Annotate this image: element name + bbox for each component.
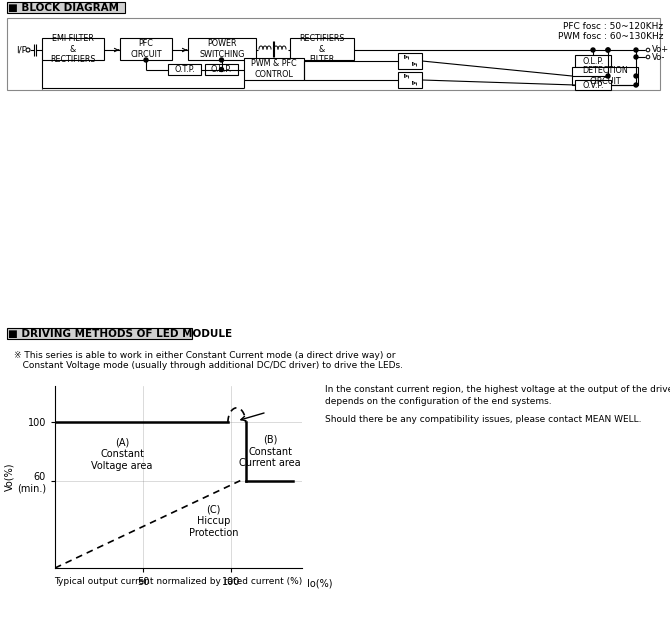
Text: (B)
Constant
Current area: (B) Constant Current area [239,435,301,468]
Text: (C)
Hiccup
Protection: (C) Hiccup Protection [189,505,239,538]
Bar [188,38,256,60]
Bar [42,38,104,60]
Bar [398,72,422,88]
Text: In the constant current region, the highest voltage at the output of the driver: In the constant current region, the high… [325,385,670,394]
Text: (A)
Constant
Voltage area: (A) Constant Voltage area [91,438,153,471]
Bar [120,38,172,60]
Text: Vo+: Vo+ [652,46,669,54]
Text: POWER
SWITCHING: POWER SWITCHING [199,40,245,59]
Text: ※ This series is able to work in either Constant Current mode (a direct drive wa: ※ This series is able to work in either … [14,352,395,360]
Bar [575,80,611,90]
Text: RECTIFIERS
&
FILTER: RECTIFIERS & FILTER [299,34,345,64]
Circle shape [606,48,610,52]
Bar [7,2,125,13]
Circle shape [26,48,30,52]
Circle shape [634,55,638,59]
Text: depends on the configuration of the end systems.: depends on the configuration of the end … [325,397,551,406]
Text: Vo-: Vo- [652,53,665,62]
Text: Should there be any compatibility issues, please contact MEAN WELL.: Should there be any compatibility issues… [325,415,641,424]
Text: O.T.P.: O.T.P. [174,65,195,74]
Circle shape [591,48,595,52]
Bar [572,67,638,85]
Circle shape [634,83,638,87]
Circle shape [634,74,638,78]
Bar [7,18,660,90]
Bar [575,55,611,67]
Circle shape [26,48,30,52]
Bar [205,64,238,75]
Circle shape [646,48,650,52]
Text: ■ BLOCK DIAGRAM: ■ BLOCK DIAGRAM [8,2,119,12]
Bar [244,58,304,80]
Text: I/P: I/P [16,46,27,54]
Text: PWM & PFC
CONTROL: PWM & PFC CONTROL [251,59,297,78]
Circle shape [144,58,148,62]
Text: DETECTION
CIRCUIT: DETECTION CIRCUIT [582,66,628,86]
Text: ■ DRIVING METHODS OF LED MODULE: ■ DRIVING METHODS OF LED MODULE [8,329,232,339]
Text: O.L.P.: O.L.P. [211,65,232,74]
Text: Typical output current normalized by rated current (%): Typical output current normalized by rat… [54,577,303,586]
Circle shape [606,48,610,52]
Y-axis label: Vo(%): Vo(%) [4,463,14,491]
Text: O.V.P.: O.V.P. [582,80,604,90]
Bar [7,328,192,339]
Bar [398,53,422,69]
Circle shape [646,55,650,59]
Text: PFC
CIRCUIT: PFC CIRCUIT [130,40,162,59]
Text: EMI FILTER
&
RECTIFIERS: EMI FILTER & RECTIFIERS [50,34,96,64]
Bar [290,38,354,60]
Bar [168,64,201,75]
Circle shape [606,74,610,78]
Circle shape [634,48,638,52]
Circle shape [220,58,224,62]
X-axis label: Io(%): Io(%) [307,579,332,589]
Circle shape [220,67,224,72]
Text: PFC fosc : 50~120KHz
PWM fosc : 60~130KHz: PFC fosc : 50~120KHz PWM fosc : 60~130KH… [557,22,663,41]
Text: Constant Voltage mode (usually through additional DC/DC driver) to drive the LED: Constant Voltage mode (usually through a… [14,362,403,371]
Text: O.L.P.: O.L.P. [582,56,604,66]
